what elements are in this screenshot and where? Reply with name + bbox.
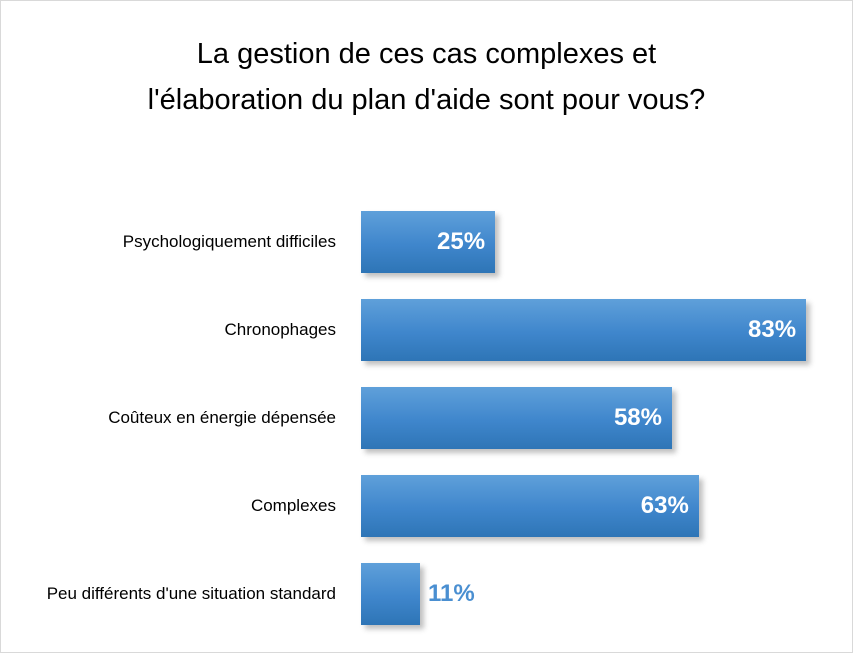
category-label-text: Complexes <box>250 496 336 515</box>
value-label: 83% <box>748 316 797 343</box>
category-label-text: Chronophages <box>224 320 336 339</box>
category-label-text: Peu différents d'une situation standard <box>46 584 336 603</box>
bar <box>361 299 806 361</box>
bar <box>361 387 672 449</box>
category-label: Psychologiquement difficiles <box>11 211 336 273</box>
category-label: Chronophages <box>11 299 336 361</box>
category-label-text: Psychologiquement difficiles <box>122 232 336 251</box>
value-label: 25% <box>437 228 486 255</box>
value-label: 58% <box>613 404 662 431</box>
value-label: 11% <box>427 580 475 607</box>
category-label: Coûteux en énergie dépensée <box>11 387 336 449</box>
bar <box>361 211 496 273</box>
value-label: 63% <box>640 492 689 519</box>
category-label-text: Coûteux en énergie dépensée <box>108 408 336 427</box>
bar <box>361 475 699 537</box>
chart-title: La gestion de ces cas complexes et l'éla… <box>147 38 706 116</box>
bar <box>361 563 420 625</box>
category-label: Peu différents d'une situation standard <box>11 563 336 625</box>
category-label: Complexes <box>11 475 336 537</box>
